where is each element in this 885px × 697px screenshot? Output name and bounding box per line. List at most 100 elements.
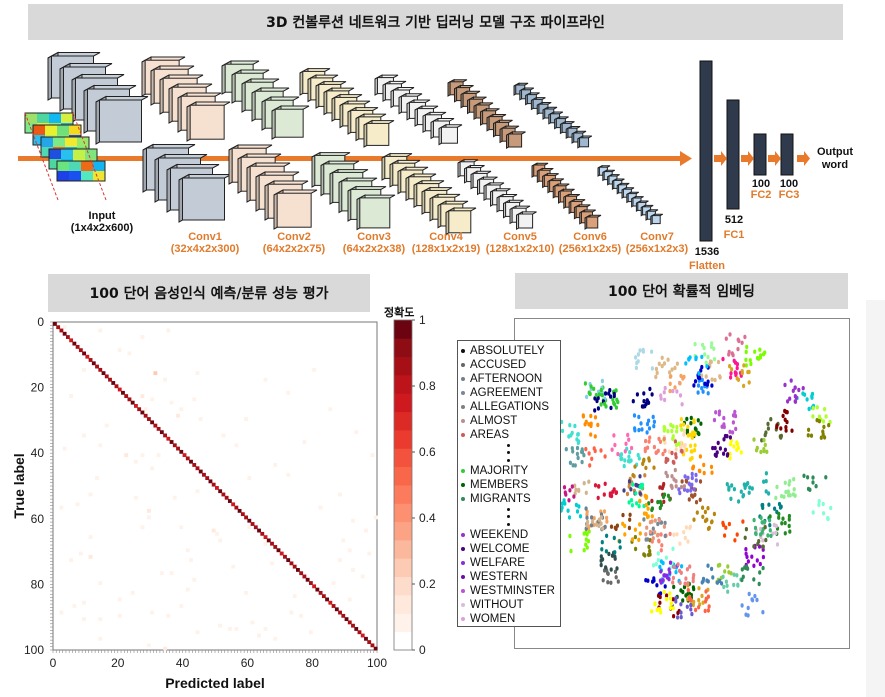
legend-item: WESTERN	[458, 570, 560, 584]
heatmap-cell-diagonal	[247, 518, 252, 523]
embedding-cluster	[552, 484, 576, 503]
embedding-cluster	[668, 373, 686, 394]
embedding-point	[599, 521, 603, 526]
heatmap-cell-diagonal	[270, 541, 274, 546]
embedding-point	[656, 558, 660, 563]
embedding-point	[726, 452, 730, 457]
heatmap-cell-offdiag	[257, 633, 261, 638]
embedding-cluster	[617, 521, 642, 544]
embedding-cluster	[775, 408, 794, 433]
conv6-stack-lower	[531, 162, 602, 230]
embedding-point	[727, 349, 731, 355]
embedding-point	[740, 603, 744, 608]
heatmap-cell-offdiag	[250, 620, 255, 625]
embedding-point	[627, 437, 631, 442]
embedding-point	[570, 484, 574, 489]
embedding-point	[692, 599, 696, 605]
heatmap-cell-offdiag	[88, 492, 93, 497]
embedding-point	[751, 598, 755, 603]
embedding-point	[671, 606, 675, 611]
heatmap-cell-diagonal	[78, 348, 83, 353]
embedding-point	[674, 479, 678, 484]
heatmap-cell-diagonal	[283, 554, 287, 559]
embedding-point	[693, 426, 697, 431]
embedding-point	[663, 584, 667, 589]
embedding-cluster	[600, 533, 622, 555]
confusion-matrix-chart: 0 20 40 60 80 100 0 20 40 60 80 100 Predicted label T…	[11, 313, 436, 691]
embedding-point	[757, 581, 761, 587]
embedding-point	[689, 602, 693, 608]
embedding-point	[826, 516, 830, 521]
embedding-point	[706, 579, 710, 584]
embedding-point	[648, 435, 652, 440]
feature-cell	[49, 159, 61, 169]
embedding-point	[662, 390, 666, 395]
heatmap-cell-offdiag	[117, 613, 122, 618]
embedding-point	[680, 402, 684, 407]
legend-marker-icon	[461, 469, 465, 473]
embedding-title-banner: 100 단어 확률적 임베딩	[515, 273, 848, 309]
heatmap-cell-offdiag	[140, 335, 145, 339]
embedding-point	[631, 473, 635, 478]
embedding-point	[599, 402, 603, 407]
embedding-point	[601, 526, 605, 531]
colorbar-segment	[394, 631, 412, 651]
embedding-point	[606, 571, 610, 576]
embedding-point	[651, 536, 655, 541]
conv4-label: Conv4 (128x1x2x19)	[408, 231, 484, 255]
embedding-point	[575, 451, 579, 457]
embedding-point	[730, 367, 734, 372]
embedding-legend: ABSOLUTELY ACCUSED AFTERNOON AGREEMENT ALLEG…	[457, 340, 561, 627]
embedding-point	[733, 409, 737, 415]
heatmap-cell-offdiag	[169, 400, 174, 405]
heatmap-cell-offdiag	[367, 551, 372, 556]
projection-line	[24, 112, 59, 201]
embedding-point	[805, 397, 809, 402]
heatmap-cell-offdiag	[227, 627, 232, 631]
embedding-cluster	[560, 419, 581, 446]
embedding-point	[727, 485, 731, 490]
embedding-point	[663, 448, 667, 453]
legend-label: WELCOME	[470, 543, 530, 555]
embedding-point	[721, 574, 725, 579]
legend-label: WESTERN	[470, 571, 528, 583]
embedding-point	[638, 522, 642, 527]
embedding-point	[585, 523, 589, 528]
embedding-point	[581, 413, 585, 418]
embedding-point	[614, 575, 618, 580]
conv6-stack-upper	[513, 82, 593, 149]
embedding-point	[613, 550, 617, 555]
embedding-point	[737, 338, 741, 344]
arrow-fc1-fc2	[741, 151, 754, 166]
embedding-point	[684, 576, 688, 581]
embedding-point	[637, 414, 641, 420]
embedding-point	[690, 611, 694, 617]
heatmap-cell-diagonal	[289, 561, 294, 566]
embedding-point	[735, 573, 739, 578]
embedding-point	[656, 551, 660, 556]
embedding-point	[603, 401, 607, 407]
embedding-point	[583, 422, 587, 427]
conv6-shape: (256x1x2x5)	[558, 243, 622, 255]
embedding-point	[674, 599, 678, 604]
embedding-point	[674, 455, 678, 460]
embedding-point	[658, 600, 662, 605]
conv3-stack-upper	[299, 67, 395, 148]
conv6-stack-upper-slice-face	[579, 137, 590, 148]
embedding-point	[636, 352, 640, 357]
heatmap-cell-offdiag	[176, 413, 180, 418]
embedding-point	[761, 610, 765, 615]
embedding-point	[764, 479, 768, 484]
conv7-stack-lower-slice-face	[651, 215, 661, 225]
embedding-point	[613, 556, 617, 561]
heatmap-cell-offdiag	[286, 472, 291, 477]
embedding-point	[621, 512, 625, 518]
embedding-point	[577, 487, 581, 493]
embedding-point	[803, 392, 807, 397]
heatmap-cell-offdiag	[338, 492, 342, 497]
legend-marker-icon	[461, 617, 465, 621]
embedding-point	[685, 567, 689, 572]
embedding-cluster	[573, 479, 591, 496]
embedding-cluster	[564, 445, 586, 468]
heatmap-cell-diagonal	[312, 584, 317, 589]
